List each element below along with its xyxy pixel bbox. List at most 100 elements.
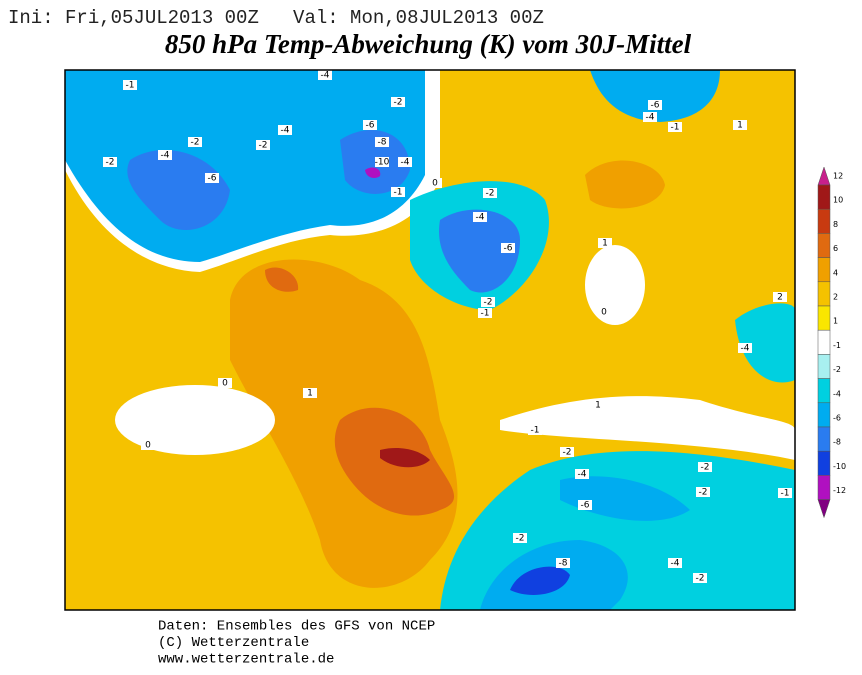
contour-label-box xyxy=(158,150,172,160)
colorbar-label: 10 xyxy=(833,196,843,205)
colorbar-segment xyxy=(817,450,831,476)
contour-label: -6 xyxy=(504,244,513,254)
colorbar-segment xyxy=(817,329,831,355)
colorbar-label: -4 xyxy=(833,389,841,398)
colorbar-segment xyxy=(817,208,831,234)
contour-label-box xyxy=(188,137,202,147)
contour-label: -2 xyxy=(486,189,495,199)
colorbar-segment xyxy=(817,257,831,283)
footer-line: (C) Wetterzentrale xyxy=(158,635,309,651)
colorbar-label: 12 xyxy=(833,172,843,181)
colorbar-label: -1 xyxy=(833,341,841,350)
contour-label: -2 xyxy=(563,448,572,458)
contour-label: 1 xyxy=(595,401,601,411)
contour-label-box xyxy=(375,157,389,167)
contour-label-box xyxy=(668,122,682,132)
contour-label: -4 xyxy=(671,559,680,569)
contour-label: 1 xyxy=(737,121,743,131)
contour-label: -6 xyxy=(651,101,660,111)
contour-label-box xyxy=(123,80,137,90)
colorbar-label: -2 xyxy=(833,365,841,374)
contour-label-box xyxy=(483,188,497,198)
colorbar-label: 2 xyxy=(833,293,838,302)
colorbar-end xyxy=(817,166,831,186)
contour-label-box xyxy=(738,343,752,353)
contour-label: 0 xyxy=(222,379,228,389)
contour-label-box xyxy=(693,573,707,583)
contour-label-box xyxy=(218,378,232,388)
contour-label-box xyxy=(575,469,589,479)
contour-label-box xyxy=(391,97,405,107)
contour-label-box xyxy=(556,558,570,568)
contour-label-box xyxy=(278,125,292,135)
colorbar-label: -6 xyxy=(833,414,841,423)
contour-label: 2 xyxy=(777,293,783,303)
colorbar-label: 4 xyxy=(833,268,838,277)
contour-label-box xyxy=(643,112,657,122)
footer: Daten: Ensembles des GFS von NCEP(C) Wet… xyxy=(158,619,435,668)
map-frame xyxy=(64,69,796,611)
contour-label-box xyxy=(501,243,515,253)
contour-label-box xyxy=(428,178,442,188)
contour-label: -1 xyxy=(671,123,680,133)
contour-label: -6 xyxy=(581,501,590,511)
contour-label: -4 xyxy=(476,213,485,223)
contour-label-box xyxy=(473,212,487,222)
contour-label: -2 xyxy=(701,463,710,473)
colorbar-segment xyxy=(817,184,831,210)
colorbar-segment xyxy=(817,305,831,331)
contour-label: 0 xyxy=(601,308,607,318)
contour-label-box xyxy=(698,462,712,472)
contour-label-box xyxy=(513,533,527,543)
footer-line: www.wetterzentrale.de xyxy=(158,652,334,668)
contour-label-box xyxy=(391,187,405,197)
contour-label: -1 xyxy=(126,81,135,91)
contour-label-box xyxy=(733,120,747,130)
contour-label: -1 xyxy=(531,426,540,436)
colorbar-segment xyxy=(817,402,831,428)
colorbar: 12 10 8 6 4 2 1 -1 -2 -4 -6 -8 -10 -12 xyxy=(817,166,846,519)
contour-label: -4 xyxy=(281,126,290,136)
footer-line: Daten: Ensembles des GFS von NCEP xyxy=(158,619,435,635)
contour-label: -1 xyxy=(481,309,490,319)
colorbar-label: -10 xyxy=(833,462,846,471)
colorbar-label: -12 xyxy=(833,486,846,495)
contour-label: -2 xyxy=(696,574,705,584)
contour-label: -1 xyxy=(394,188,403,198)
colorbar-label: 8 xyxy=(833,220,838,229)
map-title: 850 hPa Temp-Abweichung (K) vom 30J-Mitt… xyxy=(165,29,692,59)
contour-label: -4 xyxy=(321,71,330,81)
header-info: Ini: Fri,05JUL2013 00Z Val: Mon,08JUL201… xyxy=(8,7,544,29)
contour-label: -4 xyxy=(578,470,587,480)
colorbar-segment xyxy=(817,426,831,452)
contour-label-box xyxy=(668,558,682,568)
contour-label: -2 xyxy=(394,98,403,108)
contour-label-box xyxy=(528,425,542,435)
colorbar-label: 1 xyxy=(833,317,838,326)
contour-label: 0 xyxy=(432,179,438,189)
map: -4 -1 -2 -4 -6 -2 -2 -4 -6 -8 -1 0 -4 -2 -1 -2 -4 -6 -2 -1 0… xyxy=(65,70,795,610)
contour-label-box xyxy=(560,447,574,457)
contour-label: -4 xyxy=(741,344,750,354)
contour-label-box xyxy=(598,238,612,248)
contour-label-box xyxy=(578,500,592,510)
contour-label: -4 xyxy=(401,158,410,168)
contour-label: -4 xyxy=(646,113,655,123)
colorbar-segment xyxy=(817,475,831,500)
contour-label-box xyxy=(597,307,611,317)
contour-label-box xyxy=(318,70,332,80)
colorbar-segment xyxy=(817,233,831,258)
contour-label-box xyxy=(256,140,270,150)
contour-label: -4 xyxy=(161,151,170,161)
contour-label-box xyxy=(103,157,117,167)
contour-label-box xyxy=(363,120,377,130)
contour-label: -1 xyxy=(781,489,790,499)
contour-label: -6 xyxy=(208,174,217,184)
contour-label-box xyxy=(773,292,787,302)
contour-label: -8 xyxy=(378,138,387,148)
contour-label-box xyxy=(481,297,495,307)
contour-label-box xyxy=(478,308,492,318)
contour-label: -2 xyxy=(259,141,268,151)
contour-label-box xyxy=(696,487,710,497)
